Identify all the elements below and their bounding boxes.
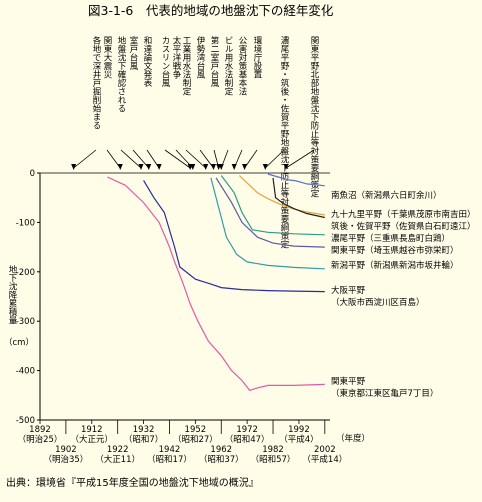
event-label: 関東大震災 [102, 36, 112, 79]
event-label: 環境庁設置 [252, 36, 262, 79]
event-arrow [185, 149, 206, 169]
x-tick-label: 1922 [107, 445, 129, 455]
event-label: 太平洋戦争 [171, 35, 181, 79]
event-label: 公害対策基本法 [237, 36, 247, 96]
y-tick-label: -200 [16, 268, 35, 278]
event-arrow [120, 149, 142, 169]
series-label: 濃尾平野（三重県長島町白鶏） [331, 233, 450, 244]
event-arrowhead [262, 164, 268, 170]
y-axis-unit: （cm） [4, 337, 34, 348]
x-tick-era: （昭和7） [124, 434, 163, 445]
y-tick-label: -100 [16, 218, 35, 228]
x-tick-label: 1942 [159, 445, 181, 455]
event-arrowhead [117, 164, 123, 170]
series-label: 関東平野（埼玉県越谷市弥栄町） [331, 245, 459, 256]
series-label: 九十九里平野（千葉県茂原市南吉田） [331, 209, 476, 220]
series-label: 南魚沼（新潟県六日町余川） [331, 190, 442, 201]
series-label: 新潟平野（新潟県新潟市坂井輪） [331, 260, 459, 271]
series-line [272, 177, 325, 219]
event-arrowhead [203, 164, 209, 170]
x-tick-era: （大正元） [71, 434, 114, 445]
event-arrow [73, 149, 97, 169]
event-arrow [164, 149, 191, 169]
y-tick-label: -400 [16, 367, 35, 377]
x-tick-label: 1902 [55, 445, 77, 455]
event-label: 和達論文発表 [142, 36, 152, 88]
event-arrowhead [242, 164, 248, 170]
event-label: 工業用水法制定 [181, 36, 191, 96]
x-tick-era: （昭和47） [225, 434, 270, 445]
event-arrowhead [283, 164, 289, 170]
event-label: 室戸台風 [128, 35, 138, 71]
series-line [215, 177, 325, 248]
event-label: 伊勢湾台風 [195, 35, 205, 79]
event-label: カスリン台風 [160, 36, 170, 88]
series-label: 筑後・佐賀平野（佐賀県白石町遠江） [331, 221, 476, 232]
x-tick-label: 1912 [81, 425, 103, 435]
y-tick-label: -300 [16, 317, 35, 327]
series-line [238, 175, 325, 216]
source-note: 出典：環境省『平成15年度全国の地盤沈下地域の概況』 [6, 476, 259, 489]
event-label: ビル用水法制定 [223, 36, 233, 96]
x-tick-era: （明治35） [43, 454, 88, 465]
event-label: 第二室戸台風 [209, 35, 219, 88]
event-arrowhead [71, 164, 77, 170]
x-tick-era: （昭和57） [251, 454, 296, 465]
y-axis-label: 地下沈降累積量 [7, 264, 17, 324]
event-label: 関東平野北部地盤沈下防止等対策要綱策定 [309, 36, 319, 198]
series-label: （大阪市西淀川区百島） [331, 297, 425, 308]
x-tick-label: 1892 [29, 425, 51, 435]
event-arrowhead [218, 164, 224, 170]
series-line [107, 176, 325, 392]
x-tick-era: （平成4） [279, 434, 318, 445]
chart-title: 図3-1-6 代表的地域の地盤沈下の経年変化 [88, 3, 334, 18]
x-tick-era: （昭和27） [173, 434, 218, 445]
series-line [267, 173, 325, 187]
event-annotations: 各地で深井戸掘削始まる 関東大震災 地盤沈下確認される 室戸台風 和達論文発表 カスリン台… [71, 35, 319, 249]
x-tick-label: 1962 [210, 445, 232, 455]
x-tick-era: （昭和17） [147, 454, 192, 465]
series-line [210, 177, 325, 270]
x-tick-era: （明治25） [18, 434, 63, 445]
y-ticks: 0 -100 -200 -300 -400 -500 [16, 169, 40, 426]
x-tick-label: 1982 [262, 445, 284, 455]
event-arrowhead [190, 164, 196, 170]
series-label: 関東平野 [331, 376, 366, 387]
series-label: （東京都江東区亀戸7丁目） [331, 388, 438, 399]
event-arrow [106, 149, 121, 169]
x-tick-label: 1972 [236, 425, 258, 435]
x-tick-era: （平成14） [302, 454, 347, 465]
x-tick-label: 1932 [133, 425, 155, 435]
event-arrow [264, 149, 285, 169]
event-arrowhead [146, 164, 152, 170]
x-ticks: 1892（明治25）1902（明治35） 1912（大正元）1922（大正11） 1… [18, 420, 347, 465]
y-tick-label: 0 [30, 169, 35, 179]
y-tick-label: -500 [16, 416, 35, 426]
event-arrow [199, 149, 214, 169]
event-arrow [175, 149, 194, 169]
x-tick-label: 1952 [185, 425, 207, 435]
event-label: 濃尾平野・筑後・佐賀平野地盤沈下防止等対策要綱策定 [279, 35, 289, 249]
event-arrowhead [210, 164, 216, 170]
x-tick-label: 1992 [288, 425, 310, 435]
event-arrowhead [231, 164, 237, 170]
x-tick-era: （大正11） [95, 454, 140, 465]
event-arrowhead [138, 164, 144, 170]
event-arrow [132, 149, 150, 169]
event-label: 地盤沈下確認される [116, 35, 126, 112]
x-tick-label: 2002 [314, 445, 336, 455]
series-lines [107, 173, 325, 392]
x-axis-label: （年度） [336, 433, 370, 444]
series-line [220, 175, 325, 236]
event-arrowhead [156, 164, 162, 170]
event-label: 各地で深井戸掘削始まる [91, 35, 101, 129]
series-label: 大阪平野 [331, 285, 366, 296]
event-arrow [285, 149, 315, 169]
series-line [143, 180, 325, 293]
x-tick-era: （昭和37） [199, 454, 244, 465]
axes [39, 172, 330, 421]
series-labels: 南魚沼（新潟県六日町余川） 九十九里平野（千葉県茂原市南吉田）筑後・佐賀平野（佐賀… [331, 190, 476, 399]
